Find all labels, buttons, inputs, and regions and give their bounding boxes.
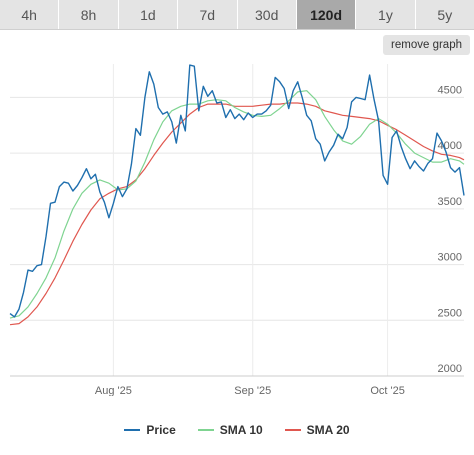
tab-120d[interactable]: 120d (296, 0, 357, 29)
series-line-sma10 (9, 90, 465, 319)
legend-item-sma10[interactable]: SMA 10 (197, 420, 263, 440)
tab-8h[interactable]: 8h (59, 0, 119, 29)
legend-swatch (197, 429, 214, 431)
tab-4h[interactable]: 4h (0, 0, 60, 29)
tab-5y[interactable]: 5y (437, 6, 453, 23)
y-tick-label: 2000 (438, 363, 462, 375)
tab-1d[interactable]: 1d (119, 0, 179, 29)
series-line-price (9, 64, 465, 318)
y-tick-label: 4500 (438, 84, 462, 96)
tab-1y[interactable]: 1y (356, 0, 416, 29)
legend-swatch (124, 429, 141, 431)
tab-7d[interactable]: 7d (178, 0, 238, 29)
y-tick-label: 3500 (438, 196, 462, 208)
legend-label: SMA 20 (306, 423, 350, 437)
legend-item-sma20[interactable]: SMA 20 (284, 420, 350, 440)
price-chart: 2000 2500 3000 3500 4000 4500 Aug '25 Sep '25 Oc… (9, 64, 465, 396)
y-tick-label: 4000 (438, 140, 462, 152)
series-line-sma20 (9, 102, 465, 326)
legend-label: Price (146, 423, 176, 437)
y-tick-label: 2500 (438, 307, 462, 319)
remove-graph-button[interactable]: remove graph (383, 35, 470, 55)
x-tick-label: Oct '25 (370, 385, 405, 396)
x-tick-label: Aug '25 (95, 385, 132, 396)
legend-label: SMA 10 (219, 423, 263, 437)
legend-swatch (284, 429, 301, 431)
time-range-tabs: 4h 8h 1d 7d 30d 120d 1y 5y (0, 0, 474, 30)
y-tick-label: 3000 (438, 252, 462, 264)
legend-item-price[interactable]: Price (124, 420, 176, 440)
chart-legend: Price SMA 10 SMA 20 (0, 420, 474, 440)
tab-30d[interactable]: 30d (238, 0, 297, 29)
x-tick-label: Sep '25 (234, 385, 271, 396)
